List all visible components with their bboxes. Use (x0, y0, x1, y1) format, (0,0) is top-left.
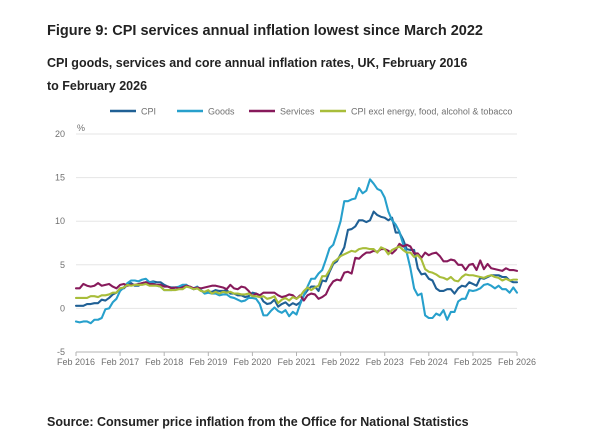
y-axis-labels: -5 0 5 10 15 20 (55, 129, 65, 357)
legend-label: Goods (208, 107, 235, 117)
x-tick-label: Feb 2026 (498, 357, 536, 367)
y-tick-label: 5 (60, 260, 65, 270)
figure-title: Figure 9: CPI services annual inflation … (47, 23, 483, 39)
y-axis-unit: % (77, 123, 85, 133)
x-tick-label: Feb 2025 (454, 357, 492, 367)
chart-legend: CPI Goods Services CPI excl energy, food, a… (110, 107, 512, 117)
legend-label: Services (280, 107, 315, 117)
figure-subtitle: CPI goods, services and core annual infl… (47, 56, 468, 93)
x-tick-label: Feb 2023 (366, 357, 404, 367)
y-tick-label: 0 (60, 303, 65, 313)
source-note: Source: Consumer price inflation from th… (47, 415, 469, 429)
x-tick-label: Feb 2016 (57, 357, 95, 367)
x-tick-label: Feb 2020 (233, 357, 271, 367)
series-line-services (74, 242, 519, 302)
plot-area (74, 178, 519, 325)
x-tick-label: Feb 2021 (277, 357, 315, 367)
x-tick-label: Feb 2024 (410, 357, 448, 367)
y-tick-label: 15 (55, 173, 65, 183)
series-line-goods (74, 178, 519, 325)
chart-grid (76, 133, 517, 353)
legend-label: CPI excl energy, food, alcohol & tobacco (351, 107, 512, 117)
x-tick-label: Feb 2017 (101, 357, 139, 367)
y-tick-label: 20 (55, 129, 65, 139)
y-tick-label: 10 (55, 216, 65, 226)
x-tick-label: Feb 2018 (145, 357, 183, 367)
series-line-cpi-excl-energy-food-alcohol-tobacco (74, 245, 519, 305)
x-tick-label: Feb 2019 (189, 357, 227, 367)
x-tick-label: Feb 2022 (322, 357, 360, 367)
x-axis: Feb 2016 Feb 2017 Feb 2018 Feb 2019 Feb 2020… (57, 351, 536, 367)
y-tick-label: -5 (57, 347, 65, 357)
legend-label: CPI (141, 107, 156, 117)
